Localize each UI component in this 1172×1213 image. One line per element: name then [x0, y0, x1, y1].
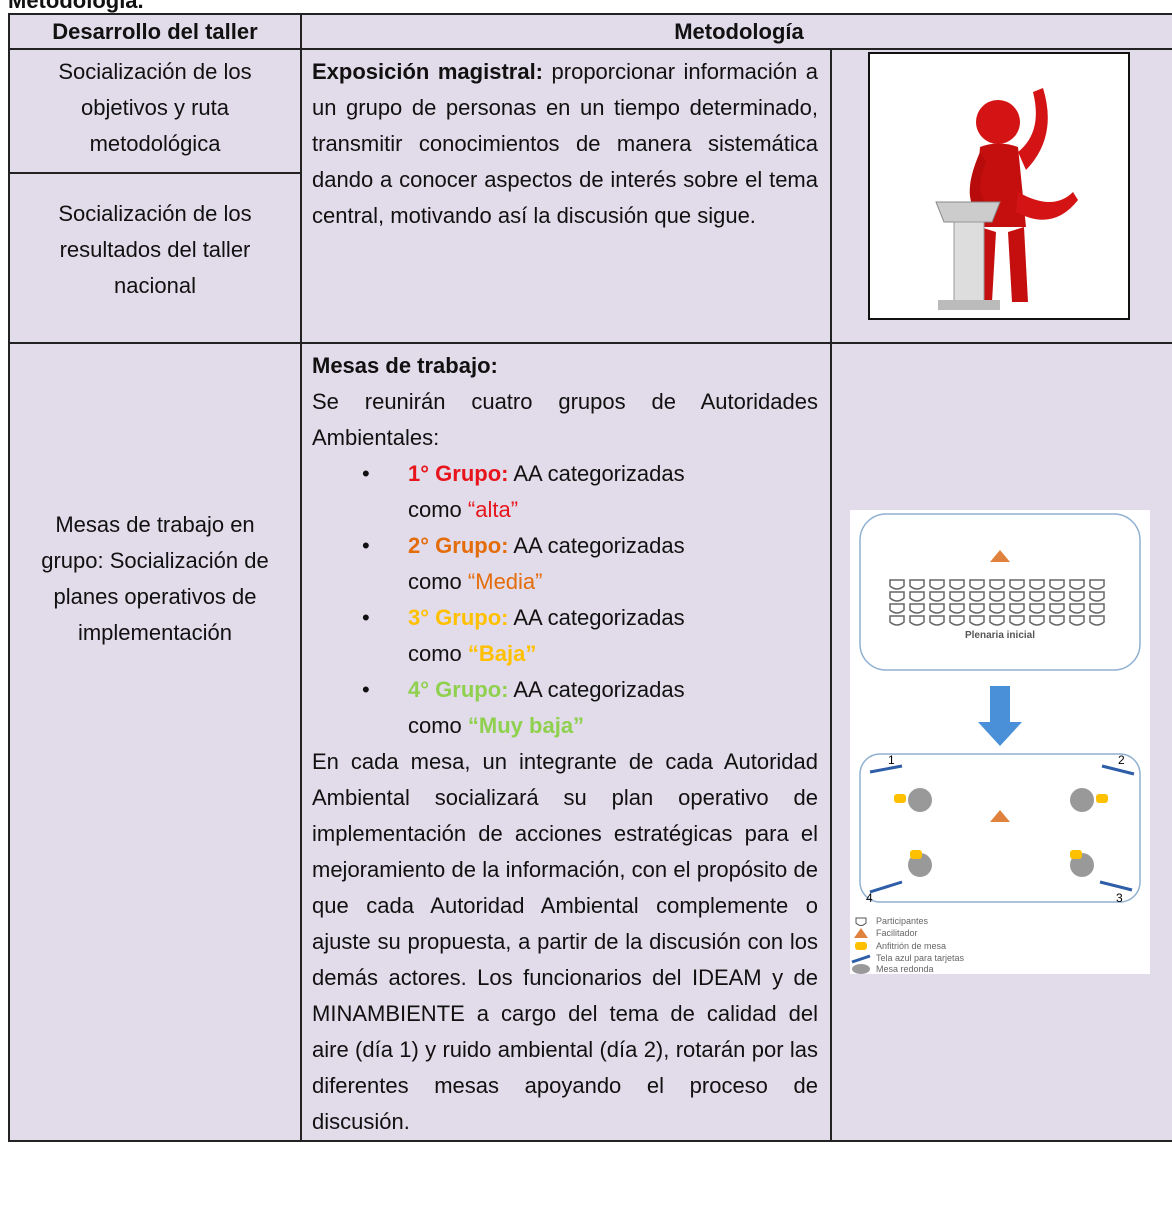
legend-entry: Tela azul para tarjetas	[876, 953, 965, 963]
method-cell: Exposición magistral: proporcionar infor…	[300, 48, 832, 344]
method-text: En cada mesa, un integrante de cada Auto…	[312, 749, 818, 1134]
row: Mesas de trabajo en grupo: Socialización…	[8, 342, 1172, 1142]
activity-cell: Socialización de los objetivos y ruta me…	[8, 48, 302, 174]
legend-entry: Facilitador	[876, 928, 918, 938]
group-label: 2° Grupo:	[408, 533, 509, 558]
row: Socialización de los resultados del tall…	[8, 172, 1172, 344]
group-item: 3° Grupo: AA categorizadas como “Baja”	[362, 600, 738, 672]
image-cell	[830, 48, 1172, 344]
group-item: 4° Grupo: AA categorizadas como “Muy baj…	[362, 672, 738, 744]
group-label: 1° Grupo:	[408, 461, 509, 486]
legend-entry: Anfitrión de mesa	[876, 941, 946, 951]
legend-entry: Mesa redonda	[876, 964, 934, 974]
group-item: 2° Grupo: AA categorizadas como “Media”	[362, 528, 738, 600]
group-category: “alta”	[467, 497, 519, 522]
diagram-label: Plenaria inicial	[965, 630, 1035, 641]
header-row: Desarrollo del taller Metodología	[8, 13, 1172, 50]
header-cell: Desarrollo del taller	[8, 13, 302, 50]
group-label: 4° Grupo:	[408, 677, 509, 702]
method-text: proporcionar información a un grupo de p…	[312, 59, 818, 228]
table-number: 3	[1116, 891, 1123, 905]
method-cell: Mesas de trabajo: Se reunirán cuatro gru…	[300, 342, 832, 1142]
table-number: 4	[866, 891, 873, 905]
group-text: AA categorizadas como	[408, 533, 685, 594]
image-cell: Plenaria inicial 1 2 3 4 Participantes F…	[830, 342, 1172, 1142]
group-category: “Muy baja”	[467, 713, 585, 738]
activity-cell: Socialización de los resultados del tall…	[8, 172, 302, 344]
heading: Metodología.	[8, 0, 144, 13]
group-label: 3° Grupo:	[408, 605, 509, 630]
group-list: 1° Grupo: AA categorizadas como “alta” 2…	[312, 456, 738, 744]
table-number: 1	[888, 753, 895, 767]
group-text: AA categorizadas como	[408, 461, 685, 522]
presenter-image	[868, 52, 1130, 320]
method-title: Mesas de trabajo:	[312, 353, 498, 378]
table-number: 2	[1118, 753, 1125, 767]
group-category: “Media”	[467, 569, 543, 594]
group-text: AA categorizadas como	[408, 677, 685, 738]
group-category: “Baja”	[467, 641, 537, 666]
legend-entry: Participantes	[876, 916, 929, 926]
workshop-diagram: Plenaria inicial 1 2 3 4 Participantes F…	[850, 510, 1150, 974]
activity-cell: Mesas de trabajo en grupo: Socialización…	[8, 342, 302, 1142]
header-cell: Metodología	[300, 13, 1172, 50]
group-item: 1° Grupo: AA categorizadas como “alta”	[362, 456, 738, 528]
method-intro: Se reunirán cuatro grupos de Autoridades…	[312, 389, 818, 450]
group-text: AA categorizadas como	[408, 605, 685, 666]
methodology-table: Desarrollo del taller Metodología Social…	[8, 13, 1172, 1142]
method-title: Exposición magistral:	[312, 59, 544, 84]
row: Socialización de los objetivos y ruta me…	[8, 48, 1172, 344]
